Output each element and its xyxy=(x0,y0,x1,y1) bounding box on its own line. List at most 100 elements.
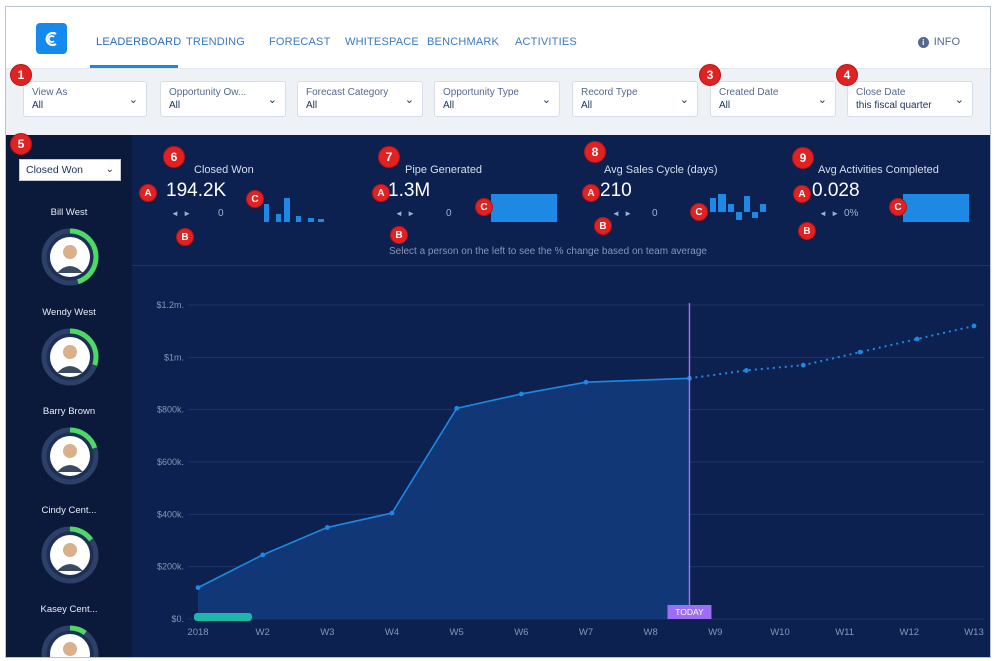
chevron-down-icon: ⌄ xyxy=(404,94,414,106)
y-tick-label: $400k. xyxy=(157,509,184,519)
x-tick-label: W9 xyxy=(708,627,722,638)
annotation-marker: 6 xyxy=(163,146,185,168)
today-label: TODAY xyxy=(675,607,704,617)
sparkline-avg-sales-cycle xyxy=(710,194,766,220)
x-tick-label: W12 xyxy=(900,627,920,638)
annotation-marker: A xyxy=(582,184,600,202)
annotation-marker: B xyxy=(176,228,194,246)
person-name[interactable]: Wendy West xyxy=(42,307,96,318)
metric-title-avg-activities: Avg Activities Completed xyxy=(818,164,939,176)
projected-line xyxy=(689,324,975,380)
chevron-down-icon: ⌄ xyxy=(105,164,114,175)
metric-value-pipe-generated: 1.3M xyxy=(388,180,431,201)
annotation-marker: A xyxy=(139,184,157,202)
info-button[interactable]: i INFO xyxy=(917,36,960,48)
annotation-marker: 4 xyxy=(836,64,858,86)
filter-record-type[interactable]: Record Type All ⌄ xyxy=(572,81,698,117)
annotation-marker: 7 xyxy=(378,146,400,168)
person-name[interactable]: Barry Brown xyxy=(42,406,96,417)
filter-value: All xyxy=(32,100,44,111)
x-tick-label: W6 xyxy=(514,627,528,638)
person-avatar[interactable] xyxy=(40,227,100,287)
projected-point xyxy=(971,323,977,329)
person-name[interactable]: Kasey Cent... xyxy=(40,604,98,615)
tab-whitespace[interactable]: WHITESPACE xyxy=(345,36,419,48)
logo-icon xyxy=(45,31,57,46)
metric-nav-arrows[interactable]: ◄ ► xyxy=(395,209,417,218)
metric-nav-arrows[interactable]: ◄ ► xyxy=(171,209,193,218)
person-name[interactable]: Cindy Cent... xyxy=(41,505,97,516)
projected-point xyxy=(800,362,806,368)
person-name[interactable]: Bill West xyxy=(50,207,88,218)
projected-point xyxy=(857,349,863,355)
filter-value: All xyxy=(719,100,731,111)
app-logo[interactable] xyxy=(36,23,67,54)
projected-point xyxy=(914,336,920,342)
x-tick-label: W10 xyxy=(770,627,790,638)
projected-point xyxy=(743,368,749,373)
metric-title-closed-won: Closed Won xyxy=(194,164,254,176)
metric-change: 0 xyxy=(652,208,658,219)
person-avatar[interactable] xyxy=(40,525,100,585)
annotation-marker: C xyxy=(246,190,264,208)
actual-area xyxy=(198,378,690,619)
person-avatar[interactable] xyxy=(40,327,100,387)
annotation-marker: B xyxy=(594,217,612,235)
filter-created-date[interactable]: Created Date All ⌄ xyxy=(710,81,836,117)
y-tick-label: $1m. xyxy=(164,352,184,362)
actual-point xyxy=(195,585,201,590)
top-nav: LEADERBOARD TRENDING FORECAST WHITESPACE… xyxy=(6,7,990,69)
tab-benchmark[interactable]: BENCHMARK xyxy=(427,36,500,48)
filter-opportunity-owner[interactable]: Opportunity Ow... All ⌄ xyxy=(160,81,286,117)
filter-forecast-category[interactable]: Forecast Category All ⌄ xyxy=(297,81,423,117)
filter-close-date[interactable]: Close Date this fiscal quarter ⌄ xyxy=(847,81,973,117)
person-avatar[interactable] xyxy=(40,624,100,658)
metric-title-avg-sales-cycle: Avg Sales Cycle (days) xyxy=(604,164,718,176)
x-tick-label: W3 xyxy=(320,627,334,638)
chevron-down-icon: ⌄ xyxy=(128,94,138,106)
tab-leaderboard[interactable]: LEADERBOARD xyxy=(96,36,182,48)
annotation-marker: C xyxy=(475,198,493,216)
person-avatar[interactable] xyxy=(40,426,100,486)
annotation-marker: C xyxy=(889,198,907,216)
filter-opportunity-type[interactable]: Opportunity Type All ⌄ xyxy=(434,81,560,117)
annotation-marker: A xyxy=(793,185,811,203)
metric-change: 0 xyxy=(218,208,224,219)
y-tick-label: $0. xyxy=(171,614,184,624)
filter-label: Forecast Category xyxy=(306,87,389,98)
chevron-down-icon: ⌄ xyxy=(267,94,277,106)
filter-label: Record Type xyxy=(581,87,638,98)
filter-label: Close Date xyxy=(856,87,906,98)
filter-value: All xyxy=(306,100,318,111)
metric-select[interactable]: Closed Won ⌄ xyxy=(19,159,121,181)
actual-line xyxy=(197,377,690,589)
actual-point xyxy=(324,525,330,530)
annotation-marker: C xyxy=(690,203,708,221)
filter-label: Opportunity Type xyxy=(443,87,519,98)
y-tick-label: $1.2m. xyxy=(156,300,184,310)
actual-point xyxy=(583,379,589,385)
filter-label: Created Date xyxy=(719,87,779,98)
divider xyxy=(132,265,990,266)
x-tick-label: W5 xyxy=(450,627,464,638)
tab-activities[interactable]: ACTIVITIES xyxy=(515,36,577,48)
metric-nav-arrows[interactable]: ◄ ► xyxy=(612,209,634,218)
filter-value: All xyxy=(169,100,181,111)
metric-change: 0% xyxy=(844,208,859,219)
y-tick-label: $600k. xyxy=(157,457,184,467)
chevron-down-icon: ⌄ xyxy=(679,94,689,106)
filter-label: Opportunity Ow... xyxy=(169,87,247,98)
x-tick-label: W7 xyxy=(579,627,593,638)
filter-view-as[interactable]: View As All ⌄ xyxy=(23,81,147,117)
metric-select-value: Closed Won xyxy=(26,164,84,176)
annotation-marker: B xyxy=(798,222,816,240)
annotation-marker: 8 xyxy=(584,141,606,163)
y-tick-label: $200k. xyxy=(157,562,184,572)
tab-forecast[interactable]: FORECAST xyxy=(269,36,331,48)
sparkline-avg-activities xyxy=(903,194,969,222)
tab-trending[interactable]: TRENDING xyxy=(186,36,246,48)
metric-value-closed-won: 194.2K xyxy=(166,180,227,201)
metric-nav-arrows[interactable]: ◄ ► xyxy=(819,209,841,218)
x-tick-label: W2 xyxy=(256,627,270,638)
actual-point xyxy=(260,552,266,558)
